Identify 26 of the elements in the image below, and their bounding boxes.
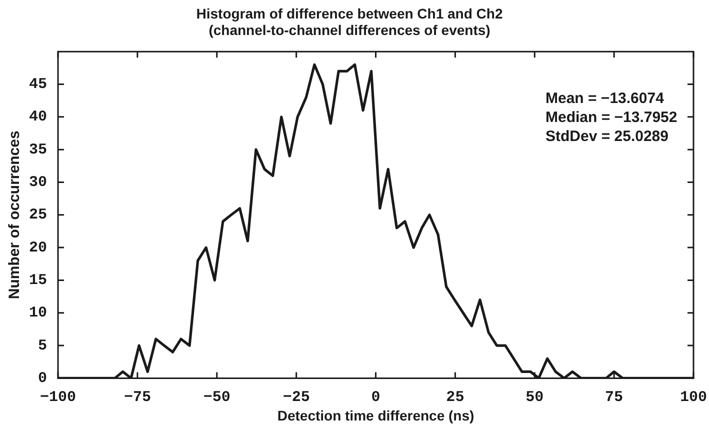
x-tick-label: −25 [282, 388, 310, 406]
y-tick-label: 40 [28, 108, 48, 126]
annotation: Mean = −13.6074 [546, 90, 665, 108]
y-tick-label: 45 [28, 76, 48, 94]
x-tick-label: 0 [371, 388, 380, 406]
x-axis-title: Detection time difference (ns) [277, 407, 474, 424]
chart-subtitle: (channel-to-channel differences of events) [208, 22, 490, 38]
annotation: StdDev = 25.0289 [546, 128, 668, 146]
x-tick-label: −100 [40, 388, 76, 406]
chart-title: Histogram of difference between Ch1 and Ch2 [196, 5, 503, 22]
x-tick-label: 100 [680, 388, 708, 406]
x-tick-label: −50 [203, 388, 230, 406]
y-axis-title: Number of occurrences [6, 130, 24, 300]
y-tick-label: 20 [28, 239, 48, 256]
y-tick-label: 30 [28, 174, 48, 192]
y-tick-label: 10 [28, 304, 48, 322]
y-tick-label: 35 [28, 141, 48, 158]
x-tick-label: 25 [446, 388, 464, 406]
y-tick-label: 0 [38, 370, 48, 387]
y-tick-label: 15 [28, 272, 48, 289]
y-tick-label: 5 [38, 337, 48, 354]
x-tick-label: −75 [124, 388, 151, 406]
annotation: Median = −13.7952 [546, 109, 678, 126]
y-tick-label: 25 [28, 206, 48, 224]
x-tick-label: 50 [526, 388, 544, 406]
x-tick-label: 75 [605, 388, 624, 406]
